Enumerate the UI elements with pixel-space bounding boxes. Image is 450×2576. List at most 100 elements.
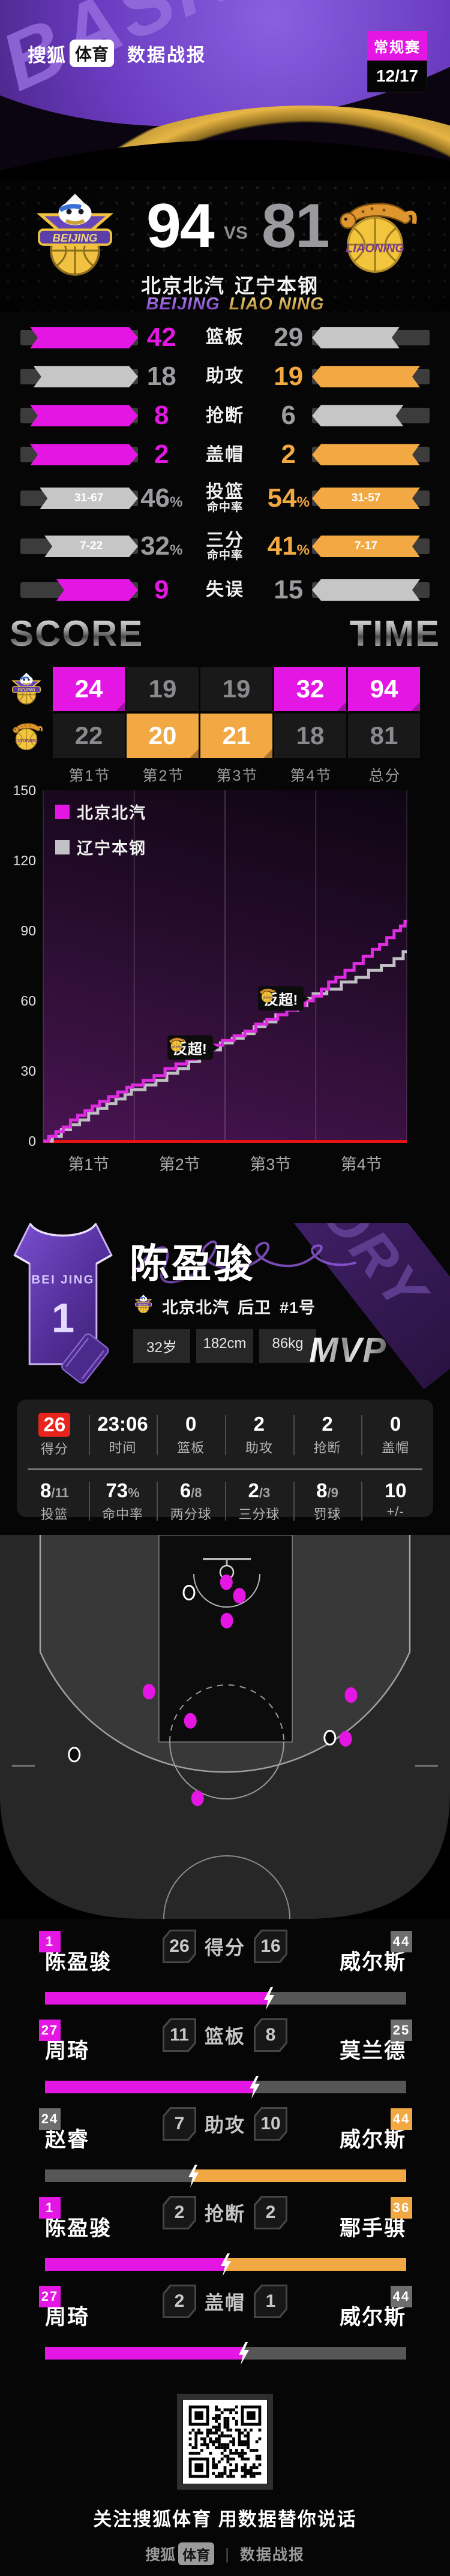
left-value-box: 26 (162, 1930, 196, 1963)
comparison-row-得分: 陈盈骏 1 威尔斯 44 26 得分 16 (0, 1930, 450, 2018)
right-value: 8 (256, 2020, 286, 2050)
missed-shot-dot (323, 1729, 337, 1746)
chart-legend: 北京北汽 辽宁本钢 (55, 800, 146, 871)
quarter-cell: 19 (200, 667, 272, 711)
right-player-name: 威尔斯 44 (340, 1931, 412, 1976)
stat-label-main: 助攻 (205, 366, 244, 387)
player-stat-label: 罚球 (313, 1506, 341, 1522)
comparison-bar (45, 2076, 406, 2099)
comparison-values: 2 抢断 2 (0, 2196, 450, 2229)
comparison-row-助攻: 赵睿 24 威尔斯 44 7 助攻 10 (0, 2107, 450, 2196)
quarter-table: BEIJING 24 19 19 32 94 LIAONING 22 20 21 18 81 第1… (0, 667, 450, 786)
home-stat-arrow (30, 444, 138, 465)
liaoning-logo: LIAONING (330, 191, 420, 284)
quarter-cell: 21 (200, 714, 272, 758)
legend-swatch (55, 804, 70, 819)
left-player-name: 周琦 27 (39, 2286, 89, 2331)
left-bar-segment (45, 2258, 226, 2271)
overtake-annotation: LIAONING 反超! (167, 1035, 218, 1060)
away-stat-bar (311, 366, 430, 387)
left-value-box: 2 (162, 2196, 196, 2229)
home-stat-bar (20, 444, 138, 465)
stat-label: 抢断 (185, 407, 265, 426)
mvp-number: #1号 (280, 1299, 316, 1317)
right-value: 10 (256, 2109, 286, 2139)
beijing-mini-logo: BEIJING (133, 1294, 154, 1319)
stat-label-main: 投篮 (205, 482, 244, 502)
comparison-bar (45, 1987, 406, 2010)
free-throw-circle-solid (169, 1741, 284, 1799)
right-value-box: 10 (254, 2107, 287, 2141)
chart-svg: 150 120 90 60 30 0 第1节 第2节 第3节 第4节 (13, 783, 407, 1173)
right-bar-segment (269, 1992, 406, 2005)
time-title: TIME (349, 613, 440, 654)
stat-label-main: 失误 (205, 580, 244, 600)
player-stat-value: 26 (20, 1413, 89, 1437)
away-name-cn: 辽宁本钢 (235, 275, 319, 297)
svg-text:LIAONING: LIAONING (15, 738, 38, 744)
home-stat-value: 32% (140, 531, 183, 561)
svg-text:LIAONING: LIAONING (346, 242, 404, 255)
score-time-header: SCORE TIME (0, 613, 450, 655)
right-jersey-badge: 44 (391, 2108, 412, 2130)
player-stat-cell: 73% 命中率 (88, 1478, 157, 1529)
beijing-logo: BEIJING (30, 191, 120, 284)
player-stat-value: 10 (384, 1479, 407, 1501)
quarter-label: 第3节 (216, 768, 259, 784)
liaoning-logo-graphic: LIAONING (340, 203, 417, 273)
home-name-cn: 北京北汽 (141, 275, 225, 297)
away-stat-value: 2 (281, 440, 296, 470)
home-attempts: 31-67 (74, 492, 104, 505)
legend-label: 辽宁本钢 (77, 839, 146, 857)
player-stat-cell: 0 篮板 (157, 1412, 225, 1464)
quarter-cell: 22 (53, 714, 125, 758)
player-stat-value: 0 (185, 1413, 197, 1435)
game-date: 12/17 (367, 61, 427, 92)
away-stat-bar (311, 405, 430, 426)
comparison-row-盖帽: 周琦 27 威尔斯 44 2 盖帽 1 (0, 2285, 450, 2373)
comparison-stat-label: 篮板 (204, 2026, 245, 2047)
team-stat-row-投篮: 31-67 46% 投篮 命中率 54% 31-57 (20, 477, 430, 520)
brand-sohu: 搜狐 (28, 44, 66, 66)
home-team-name: 北京北汽 BEIJING (120, 270, 246, 314)
made-shot-dot (233, 1588, 246, 1604)
away-stat-arrow (312, 327, 400, 348)
comparison-bar (45, 2253, 406, 2276)
left-value-box: 11 (162, 2018, 196, 2052)
away-attempts: 31-57 (351, 492, 381, 505)
player-stat-cell: 26 得分 (20, 1412, 89, 1464)
brand: 搜狐 体育 数据战报 (28, 40, 206, 67)
away-team-name: 辽宁本钢 LIAO NING (214, 270, 340, 314)
left-player-name: 周琦 27 (39, 2020, 89, 2065)
left-jersey-badge: 27 (39, 2286, 61, 2307)
comparison-names: 赵睿 24 威尔斯 44 (39, 2108, 412, 2153)
quarter-cell: 32 (274, 667, 346, 711)
player-stat-label: 助攻 (245, 1440, 273, 1455)
quarter-cell: 18 (274, 714, 346, 758)
right-player-name: 威尔斯 44 (340, 2108, 412, 2153)
player-comparisons: 陈盈骏 1 威尔斯 44 26 得分 16 周琦 27 莫兰德 25 11 篮板 8 赵睿 24 威尔斯… (0, 1930, 450, 2373)
svg-text:LIAONING: LIAONING (170, 1045, 182, 1048)
made-shot-dot (220, 1612, 233, 1629)
home-stat-value: 42 (146, 323, 176, 353)
mvp-tags: 32岁 182cm 86kg (133, 1329, 322, 1363)
player-stat-cell: 8/11 投篮 (20, 1478, 89, 1529)
stat-divider (28, 1468, 422, 1470)
report-title: 数据战报 (127, 46, 207, 65)
mvp-name: 陈盈骏 (130, 1241, 256, 1286)
signature-decoration (131, 1240, 356, 1284)
left-value: 7 (164, 2109, 194, 2139)
team-stat-row-篮板: 42 篮板 29 (20, 320, 430, 355)
y-tick-label: 90 (20, 923, 36, 938)
right-player-name: 莫兰德 25 (340, 2020, 412, 2065)
stat-label-sub: 命中率 (206, 501, 243, 514)
score-title: SCORE (10, 613, 144, 654)
player-stat-label: 三分球 (238, 1506, 280, 1522)
left-jersey-badge: 1 (39, 2197, 61, 2219)
svg-text:BEIJING: BEIJING (138, 1303, 149, 1306)
left-bar-segment (45, 2081, 255, 2093)
right-bar-segment (226, 2258, 406, 2271)
home-stat-arrow: 7-22 (44, 535, 138, 557)
home-stat-value: 8 (154, 401, 169, 431)
mvp-team: 北京北汽 (162, 1299, 229, 1317)
